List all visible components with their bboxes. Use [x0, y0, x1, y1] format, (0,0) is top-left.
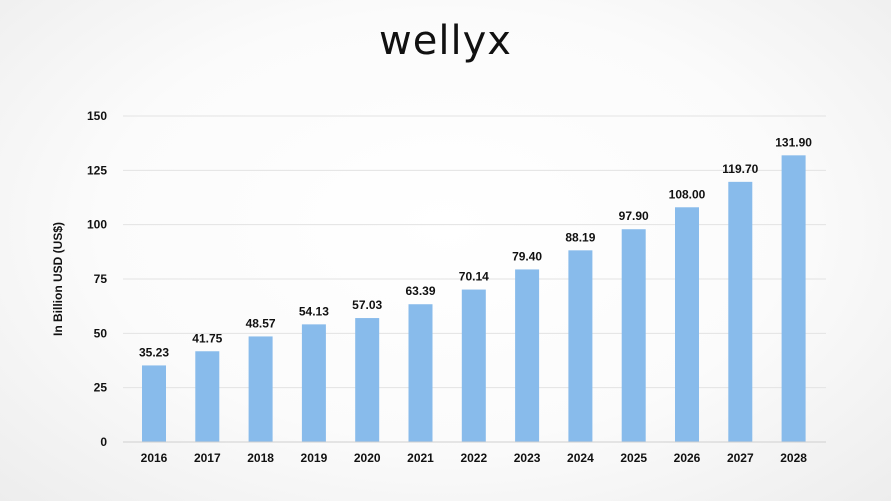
y-tick-label: 125: [87, 163, 107, 177]
x-tick-label-2020: 2020: [354, 451, 381, 465]
data-label-2024: 88.19: [565, 230, 595, 244]
bar-2028: [781, 155, 806, 442]
bar-2024: [568, 250, 593, 442]
y-tick-label: 50: [94, 326, 108, 340]
x-tick-label-2022: 2022: [460, 451, 487, 465]
y-tick-label: 150: [87, 109, 107, 123]
bar-2021: [408, 304, 433, 442]
data-label-2026: 108.00: [669, 187, 706, 201]
data-label-2017: 41.75: [192, 331, 222, 345]
y-axis-title: In Billion USD (US$): [51, 222, 65, 336]
bar-2025: [621, 229, 646, 442]
y-tick-label: 0: [100, 435, 107, 449]
x-tick-label-2021: 2021: [407, 451, 434, 465]
y-tick-label: 75: [94, 272, 108, 286]
bar-2026: [675, 207, 699, 442]
bar-2023: [515, 269, 540, 442]
data-label-2020: 57.03: [352, 298, 382, 312]
data-label-2028: 131.90: [775, 135, 812, 149]
bar-2017: [195, 351, 220, 442]
x-tick-label-2023: 2023: [514, 451, 541, 465]
bar-2020: [355, 318, 380, 442]
x-tick-label-2019: 2019: [301, 451, 328, 465]
data-label-2019: 54.13: [299, 304, 329, 318]
x-tick-label-2016: 2016: [141, 451, 168, 465]
x-tick-label-2017: 2017: [194, 451, 221, 465]
data-label-2027: 119.70: [722, 162, 758, 176]
data-label-2016: 35.23: [139, 345, 169, 359]
data-label-2021: 63.39: [405, 284, 435, 298]
x-tick-label-2028: 2028: [780, 451, 807, 465]
bar-2027: [728, 181, 753, 443]
bars: [142, 155, 806, 443]
bar-2016: [142, 365, 166, 442]
y-tick-label: 100: [87, 218, 107, 232]
bar-2022: [461, 289, 486, 442]
x-tick-label-2024: 2024: [567, 451, 594, 465]
data-label-2018: 48.57: [246, 316, 276, 330]
bar-2018: [248, 336, 273, 442]
data-label-2022: 70.14: [459, 270, 489, 284]
x-tick-label-2027: 2027: [727, 451, 754, 465]
labels: 0 25 50 75 100 125 150 35.23 2016 41.75 2017 48.57 2…: [87, 109, 812, 465]
data-label-2025: 97.90: [619, 209, 649, 223]
data-label-2023: 79.40: [512, 249, 542, 263]
bar-2019: [301, 324, 326, 442]
y-tick-label: 25: [94, 381, 108, 395]
wellyx-logo: wellyx: [379, 18, 512, 64]
x-tick-label-2026: 2026: [674, 451, 701, 465]
x-tick-label-2025: 2025: [620, 451, 647, 465]
x-tick-label-2018: 2018: [247, 451, 274, 465]
